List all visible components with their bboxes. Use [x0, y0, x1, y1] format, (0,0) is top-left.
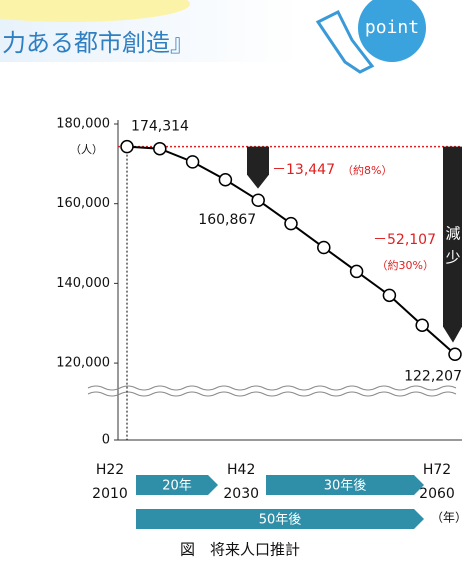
y-tick-label: 180,000: [56, 117, 110, 132]
period-label: 50年後: [259, 513, 302, 528]
period-label: 30年後: [324, 479, 367, 494]
x-unit: （年）: [431, 511, 462, 525]
page: 力ある都市創造』 point 0 120,000 140,000 160,000 180…: [0, 0, 462, 566]
data-label: 122,207: [404, 368, 462, 384]
axis-break: [88, 392, 456, 396]
y-tick-label: 160,000: [56, 196, 110, 211]
axis-break: [88, 386, 456, 390]
data-point: [416, 319, 428, 331]
x-tick-label: 2030: [223, 486, 259, 502]
data-point: [219, 174, 231, 186]
data-point: [449, 348, 461, 360]
period-label: 20年: [162, 479, 192, 494]
x-tick-label: 2060: [419, 486, 455, 502]
annotation: 減: [445, 225, 460, 243]
data-label: 174,314: [131, 119, 189, 135]
data-point: [351, 265, 363, 277]
data-point: [318, 242, 330, 254]
data-point: [187, 156, 199, 168]
y-tick-label: 0: [102, 433, 110, 448]
annotation: －52,107: [373, 232, 436, 248]
decrease-arrow: [443, 147, 462, 343]
unit-label: （人）: [70, 143, 103, 156]
annotation: －13,447: [272, 162, 335, 178]
x-tick-label: 2010: [92, 486, 128, 502]
data-point: [121, 141, 133, 153]
annotation: 少: [445, 249, 460, 267]
data-point: [285, 218, 297, 230]
data-point: [154, 143, 166, 155]
caption: 図 将来人口推計: [180, 541, 300, 559]
y-tick-label: 140,000: [56, 276, 110, 291]
annotation: （約30%）: [377, 258, 434, 272]
data-point: [252, 194, 264, 206]
data-point: [383, 289, 395, 301]
data-label: 160,867: [198, 212, 256, 228]
header-title: 力ある都市創造』: [2, 29, 194, 57]
annotation: （約8%）: [342, 163, 392, 177]
decrease-arrow: [247, 147, 269, 189]
chart: 0 120,000 140,000 160,000 180,000 （人） －13,447 （…: [56, 117, 462, 559]
x-tick-label: H22: [96, 462, 124, 478]
x-tick-label: H72: [423, 462, 451, 478]
x-tick-label: H42: [227, 462, 255, 478]
y-tick-label: 120,000: [56, 356, 110, 371]
badge-text: point: [365, 17, 419, 38]
